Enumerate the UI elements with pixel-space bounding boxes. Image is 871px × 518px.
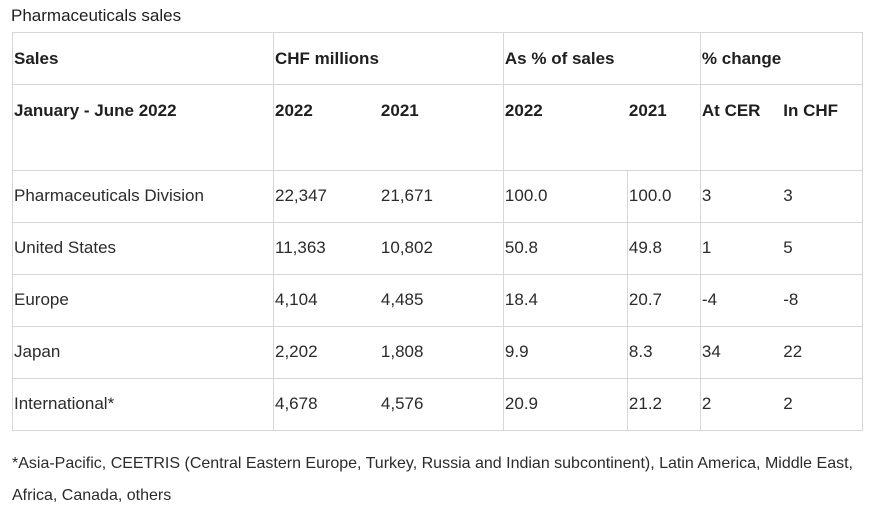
cell-chf-2022: 2,202	[273, 326, 380, 379]
table-row: Japan 2,202 1,808 9.9 8.3 34 22	[12, 326, 864, 379]
footnote: *Asia-Pacific, CEETRIS (Central Eastern …	[12, 455, 853, 504]
cell-change-cer: 3	[699, 170, 782, 223]
header-pct-change-span	[781, 32, 864, 85]
cell-pct-2022: 20.9	[502, 378, 628, 431]
header-chf-millions-span	[379, 32, 504, 85]
cell-pct-2021: 20.7	[626, 274, 701, 327]
cell-change-cer: 2	[699, 378, 782, 431]
cell-pct-2021: 8.3	[626, 326, 701, 379]
cell-change-chf: 5	[781, 222, 864, 275]
header-pct-of-sales-span	[627, 32, 701, 85]
table-row: International* 4,678 4,576 20.9 21.2 2 2	[12, 378, 864, 431]
row-name: United States	[12, 222, 274, 275]
cell-pct-2021: 100.0	[626, 170, 701, 223]
row-name: Pharmaceuticals Division	[12, 170, 274, 223]
cell-chf-2021: 4,485	[379, 274, 504, 327]
cell-pct-2021: 49.8	[626, 222, 701, 275]
header-pct-2021: 2021	[626, 84, 701, 171]
header-pct-of-sales: As % of sales	[502, 32, 628, 85]
table-row: Pharmaceuticals Division 22,347 21,671 1…	[12, 170, 864, 223]
header-row-1: Sales CHF millions As % of sales % chang…	[12, 32, 864, 85]
row-name: Europe	[12, 274, 274, 327]
cell-pct-2022: 9.9	[502, 326, 628, 379]
cell-change-cer: -4	[699, 274, 782, 327]
header-in-chf: In CHF	[781, 84, 864, 171]
cell-chf-2021: 4,576	[379, 378, 504, 431]
cell-chf-2021: 21,671	[379, 170, 504, 223]
table-title: Pharmaceuticals sales	[11, 6, 182, 25]
cell-chf-2021: 1,808	[379, 326, 504, 379]
header-sales: Sales	[12, 32, 274, 85]
cell-chf-2022: 11,363	[273, 222, 380, 275]
cell-chf-2022: 4,104	[273, 274, 380, 327]
cell-chf-2022: 4,678	[273, 378, 380, 431]
pharmaceuticals-sales-table: Sales CHF millions As % of sales % chang…	[12, 32, 864, 431]
header-pct-2022: 2022	[502, 84, 628, 171]
header-at-cer: At CER	[699, 84, 782, 171]
cell-chf-2022: 22,347	[273, 170, 380, 223]
header-period: January - June 2022	[12, 84, 274, 171]
table-row: United States 11,363 10,802 50.8 49.8 1 …	[12, 222, 864, 275]
cell-pct-2022: 18.4	[502, 274, 628, 327]
cell-change-chf: 2	[781, 378, 864, 431]
row-name: International*	[12, 378, 274, 431]
cell-change-chf: 22	[781, 326, 864, 379]
header-row-2: January - June 2022 2022 2021 2022 2021 …	[12, 84, 864, 171]
cell-pct-2022: 50.8	[502, 222, 628, 275]
table-row: Europe 4,104 4,485 18.4 20.7 -4 -8	[12, 274, 864, 327]
header-chf-2021: 2021	[379, 84, 504, 171]
cell-change-cer: 1	[699, 222, 782, 275]
cell-pct-2021: 21.2	[626, 378, 701, 431]
cell-pct-2022: 100.0	[502, 170, 628, 223]
header-at-cer-label: At CER	[701, 101, 761, 120]
cell-change-chf: -8	[781, 274, 864, 327]
row-name: Japan	[12, 326, 274, 379]
cell-change-cer: 34	[699, 326, 782, 379]
header-pct-change: % change	[699, 32, 782, 85]
header-chf-2022: 2022	[273, 84, 380, 171]
cell-chf-2021: 10,802	[379, 222, 504, 275]
cell-change-chf: 3	[781, 170, 864, 223]
header-chf-millions: CHF millions	[273, 32, 380, 85]
